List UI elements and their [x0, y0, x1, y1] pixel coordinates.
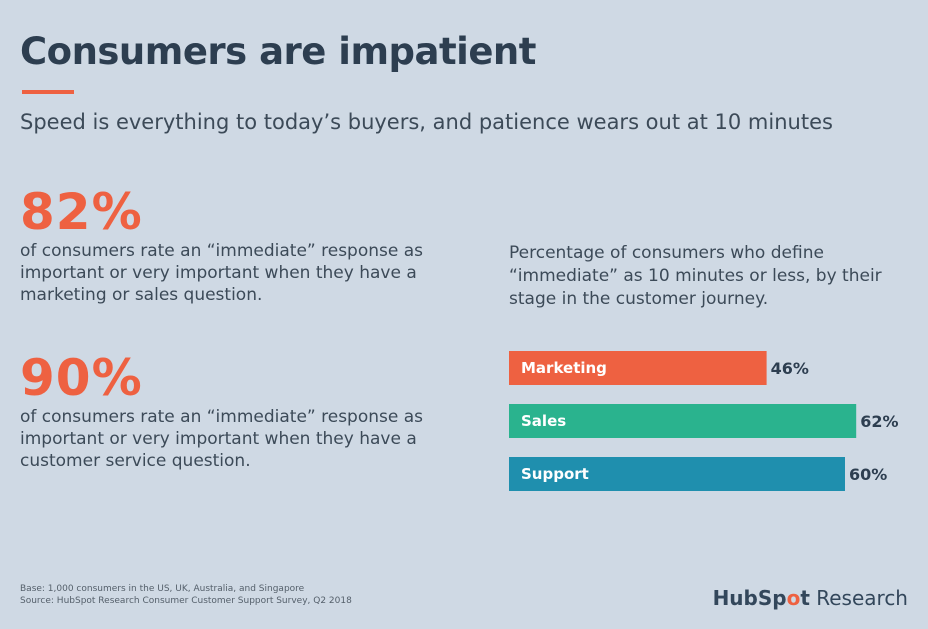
stat-block-marketing: 82% of consumers rate an “immediate” res… [20, 184, 430, 306]
chart-caption: Percentage of consumers who define “imme… [509, 243, 882, 309]
bar-sales [509, 404, 857, 438]
page-subtitle: Speed is everything to today’s buyers, a… [20, 110, 833, 134]
hubspot-research-logo: HubSpot Research [713, 586, 908, 610]
stat-block-service: 90% of consumers rate an “immediate” res… [20, 350, 430, 472]
sprocket-icon: o [786, 586, 801, 610]
bar-value-label: 60% [849, 465, 887, 484]
logo-text-research: Research [809, 586, 908, 610]
page-title: Consumers are impatient [20, 30, 536, 73]
bar-category-label: Sales [521, 412, 566, 430]
bar-value-label: 46% [771, 359, 809, 378]
bar-support [509, 457, 845, 491]
bar-marketing [509, 351, 767, 385]
stat-value: 90% [20, 349, 143, 407]
bar-chart: Marketing 46% Sales 62% Support 60% [509, 351, 898, 491]
footnote-source: Source: HubSpot Research Consumer Custom… [20, 596, 352, 606]
stat-value: 82% [20, 183, 143, 241]
title-underline [22, 90, 74, 94]
bar-category-label: Marketing [521, 359, 607, 377]
stat-description: of consumers rate an “immediate” respons… [20, 241, 424, 305]
stat-description: of consumers rate an “immediate” respons… [20, 407, 424, 471]
footnote: Base: 1,000 consumers in the US, UK, Aus… [20, 583, 352, 607]
logo-text-hub: HubSp [712, 586, 787, 610]
logo-text-t: t [800, 586, 810, 610]
footnote-base: Base: 1,000 consumers in the US, UK, Aus… [20, 584, 305, 594]
bar-value-label: 62% [860, 412, 898, 431]
bar-category-label: Support [521, 465, 589, 483]
